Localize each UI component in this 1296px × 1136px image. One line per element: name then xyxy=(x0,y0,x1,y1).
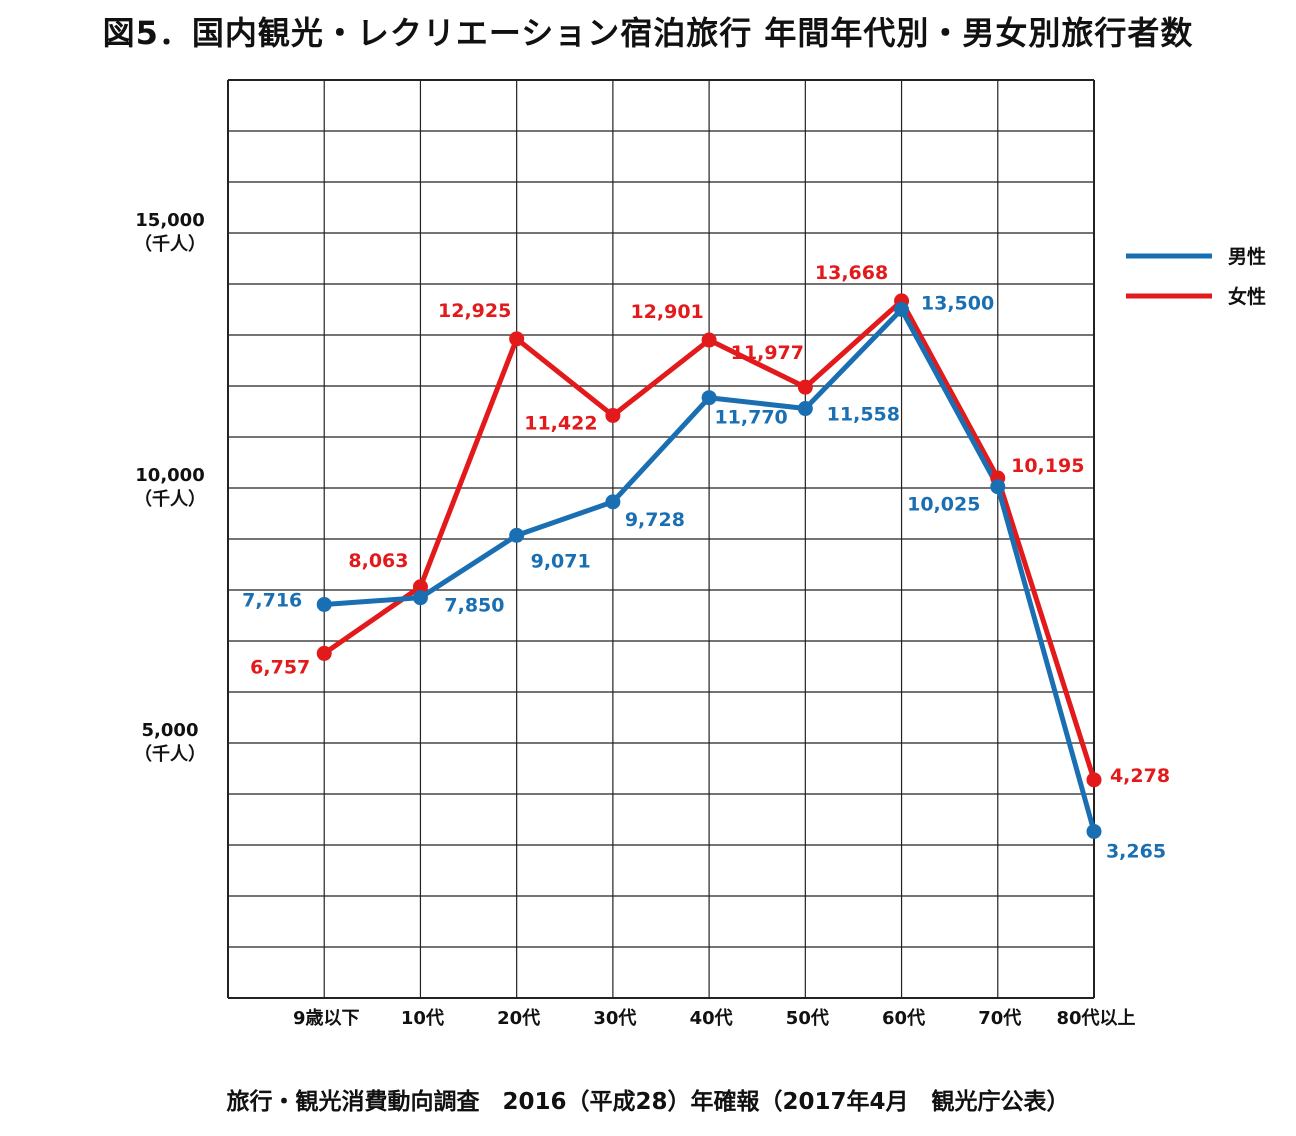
data-label: 6,757 xyxy=(250,656,310,678)
y-tick-label: 5,000 xyxy=(142,720,199,741)
data-point[interactable] xyxy=(701,390,717,406)
series-markers-0: 7,716 7,850 9,071 9,728 11,770 11,558 13,500 10… xyxy=(242,293,1166,863)
data-label: 10,025 xyxy=(907,494,980,516)
x-tick-label: 10代 xyxy=(401,1008,444,1029)
x-tick-label: 80代以上 xyxy=(1056,1008,1135,1029)
data-point[interactable] xyxy=(412,579,428,595)
data-point[interactable] xyxy=(1086,823,1102,839)
y-tick-unit: （千人） xyxy=(134,234,206,255)
y-tick-unit: （千人） xyxy=(134,744,206,765)
data-label: 9,728 xyxy=(625,509,685,531)
data-point[interactable] xyxy=(605,494,621,510)
data-point[interactable] xyxy=(605,407,621,423)
source-note: 旅行・観光消費動向調査 2016（平成28）年確報（2017年4月 観光庁公表） xyxy=(226,1089,1070,1115)
data-point[interactable] xyxy=(509,527,525,543)
data-label: 12,901 xyxy=(630,301,703,323)
x-tick-label: 40代 xyxy=(690,1008,733,1029)
data-label: 4,278 xyxy=(1110,765,1170,787)
data-point[interactable] xyxy=(1086,772,1102,788)
y-tick-label: 15,000 xyxy=(135,210,204,231)
axes: 5,000 （千人） 10,000 （千人） 15,000 （千人） 9歳以下 10代 20代 3… xyxy=(134,210,1136,1029)
x-tick-label: 9歳以下 xyxy=(293,1008,360,1029)
data-label: 11,422 xyxy=(524,412,597,434)
y-tick-label: 10,000 xyxy=(135,465,204,486)
chart-title: 図5．国内観光・レクリエーション宿泊旅行 年間年代別・男女別旅行者数 xyxy=(102,14,1194,52)
legend-label: 女性 xyxy=(1228,285,1266,308)
data-point[interactable] xyxy=(509,331,525,347)
data-point[interactable] xyxy=(797,401,813,417)
data-label: 7,716 xyxy=(242,589,302,611)
x-tick-label: 20代 xyxy=(497,1008,540,1029)
series-markers-1: 6,757 8,063 12,925 11,422 12,901 11,977 13,668… xyxy=(250,262,1170,788)
data-label: 3,265 xyxy=(1106,840,1166,862)
legend-label: 男性 xyxy=(1228,245,1266,268)
data-label: 9,071 xyxy=(531,550,591,572)
data-point[interactable] xyxy=(797,379,813,395)
data-label: 10,195 xyxy=(1011,455,1084,477)
data-label: 8,063 xyxy=(348,550,408,572)
data-label: 13,668 xyxy=(815,262,888,284)
x-tick-label: 50代 xyxy=(786,1008,829,1029)
data-label: 7,850 xyxy=(444,595,504,617)
grid xyxy=(227,79,1095,999)
x-tick-label: 60代 xyxy=(882,1008,925,1029)
x-tick-label: 30代 xyxy=(593,1008,636,1029)
data-label: 12,925 xyxy=(438,300,511,322)
data-label: 11,977 xyxy=(731,342,804,364)
data-label: 11,558 xyxy=(827,404,900,426)
data-point[interactable] xyxy=(701,332,717,348)
x-tick-label: 70代 xyxy=(978,1008,1021,1029)
data-point[interactable] xyxy=(412,590,428,606)
data-label: 13,500 xyxy=(921,293,994,315)
series-layer: 6,757 8,063 12,925 11,422 12,901 11,977 13,668… xyxy=(242,262,1170,863)
data-point[interactable] xyxy=(316,596,332,612)
data-point[interactable] xyxy=(316,645,332,661)
data-label: 11,770 xyxy=(714,407,787,429)
y-tick-unit: （千人） xyxy=(134,489,206,510)
data-point[interactable] xyxy=(990,479,1006,495)
data-point[interactable] xyxy=(894,302,910,317)
